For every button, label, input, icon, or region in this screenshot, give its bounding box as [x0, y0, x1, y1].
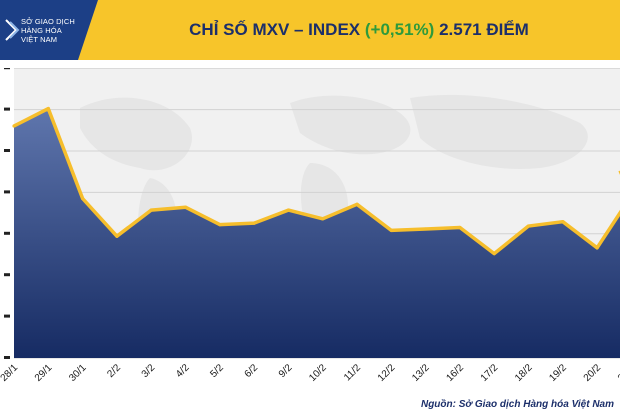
- logo-text-line-2: HÀNG HÓA: [21, 26, 62, 35]
- data-point: [355, 202, 359, 206]
- series-line: [13, 106, 620, 256]
- series-area: [14, 108, 620, 358]
- page-title: CHỈ SỐ MXV – INDEX (+0,51%) 2.571 ĐIỂM: [98, 0, 620, 60]
- x-tick-label: 23/2: [616, 362, 620, 384]
- y-tick-mark: [4, 231, 10, 235]
- data-point: [458, 225, 462, 230]
- data-point: [218, 223, 222, 227]
- logo-text-line-3: VIỆT NAM: [21, 35, 58, 44]
- data-point: [115, 234, 119, 238]
- y-tick-mark: [4, 356, 10, 359]
- area-chart: 28/1 29/1 30/1 2/2 3/2 4/2 5/2 6/2 9/2 10/2 11/2 12…: [0, 66, 620, 413]
- source-note: Nguồn: Sở Giao dịch Hàng hóa Việt Nam: [420, 399, 614, 410]
- logo-text-line-1: SỞ GIAO DỊCH: [21, 17, 75, 26]
- title-change: (+0,51%): [364, 20, 435, 39]
- data-point: [321, 217, 325, 221]
- header-banner: SỞ GIAO DỊCH HÀNG HÓA VIỆT NAM CHỈ SỐ MX…: [0, 0, 620, 60]
- data-point: [183, 205, 188, 209]
- logo-chevron-icon: [5, 19, 20, 41]
- data-point: [46, 107, 50, 111]
- data-point: [561, 220, 565, 224]
- data-point: [492, 252, 496, 256]
- data-point: [252, 221, 256, 225]
- y-tick-mark: [4, 314, 10, 318]
- data-point: [149, 208, 153, 212]
- data-point: [389, 228, 393, 232]
- logo: SỞ GIAO DỊCH HÀNG HÓA VIỆT NAM: [0, 0, 78, 60]
- chart-area: 28/1 29/1 30/1 2/2 3/2 4/2 5/2 6/2 9/2 10/2 11/2 12…: [0, 66, 620, 413]
- data-point: [12, 124, 16, 128]
- y-tick-mark: [4, 190, 10, 194]
- y-tick-mark: [4, 107, 10, 111]
- data-point: [595, 246, 599, 250]
- y-tick-mark: [4, 273, 10, 277]
- data-point: [81, 196, 85, 201]
- title-suffix: 2.571 ĐIỂM: [439, 20, 529, 39]
- data-point: [526, 224, 531, 228]
- header-divider: [78, 0, 98, 60]
- data-point: [424, 227, 428, 231]
- data-point: [286, 208, 290, 212]
- y-tick-mark: [4, 66, 10, 70]
- y-tick-mark: [4, 149, 10, 152]
- title-prefix: CHỈ SỐ MXV – INDEX: [189, 20, 361, 39]
